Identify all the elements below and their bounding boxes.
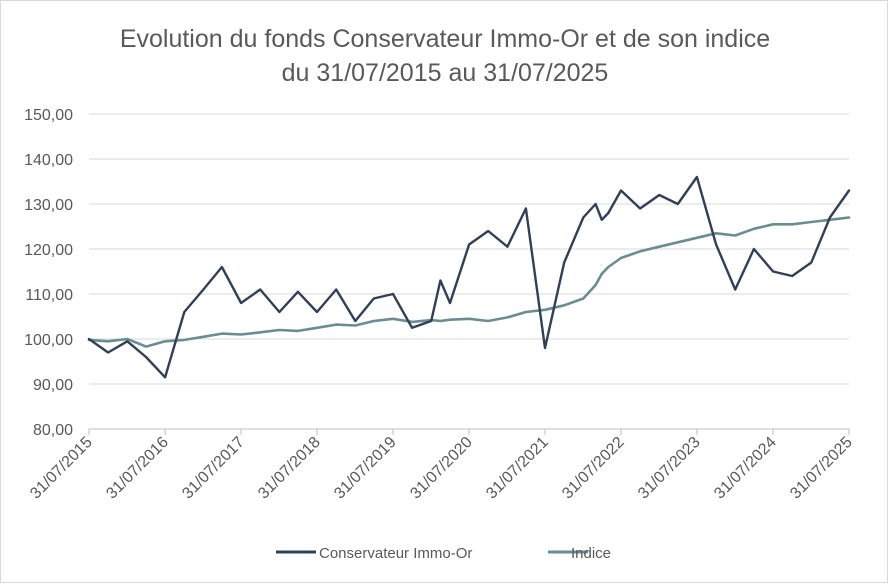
legend-label: Conservateur Immo-Or <box>319 545 472 562</box>
y-tick-label: 140,00 <box>24 152 73 169</box>
y-tick-label: 110,00 <box>25 287 73 304</box>
y-tick-label: 90,00 <box>33 377 73 394</box>
legend: Conservateur Immo-Or Indice <box>276 545 611 562</box>
x-tick-label: 31/07/2022 <box>559 434 628 503</box>
chart-title: Evolution du fonds Conservateur Immo-Or … <box>120 25 770 53</box>
series-lines <box>87 175 851 379</box>
x-tick-label: 31/07/2015 <box>27 434 96 503</box>
legend-label: Indice <box>571 545 611 562</box>
x-tick-label: 31/07/2024 <box>711 434 780 503</box>
series-line-fund <box>87 175 851 379</box>
y-tick-label: 130,00 <box>24 197 73 214</box>
x-tick-label: 31/07/2021 <box>483 434 552 503</box>
y-tick-label: 100,00 <box>24 332 73 349</box>
x-tick-label: 31/07/2016 <box>103 434 172 503</box>
x-tick-label: 31/07/2019 <box>331 434 400 503</box>
x-tick-label: 31/07/2018 <box>255 434 324 503</box>
x-tick-label: 31/07/2017 <box>179 434 248 503</box>
y-tick-label: 150,00 <box>24 107 73 124</box>
gridlines <box>88 113 850 435</box>
x-axis-ticks: 31/07/2015 31/07/2016 31/07/2017 31/07/2018… <box>27 434 856 503</box>
series-line-index <box>87 216 851 348</box>
x-tick-label: 31/07/2023 <box>635 434 704 503</box>
y-tick-label: 80,00 <box>33 422 73 439</box>
y-axis-ticks: 80,00 90,00 100,00 110,00 120,00 130,00 140,00… <box>24 107 73 439</box>
y-tick-label: 120,00 <box>24 242 73 259</box>
x-tick-label: 31/07/2025 <box>787 434 856 503</box>
x-tick-label: 31/07/2020 <box>407 434 476 503</box>
chart-subtitle: du 31/07/2015 au 31/07/2025 <box>282 59 609 87</box>
